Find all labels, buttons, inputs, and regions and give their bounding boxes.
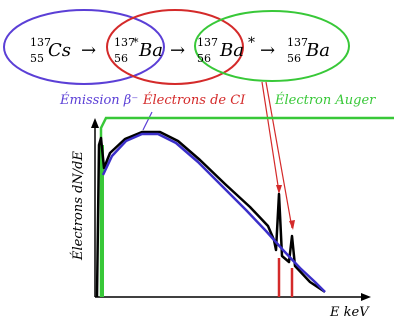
svg-text:56: 56 (114, 52, 128, 65)
svg-text:137: 137 (287, 36, 308, 49)
svg-text:56: 56 (287, 52, 301, 65)
y-axis-arrowhead (91, 118, 99, 128)
svg-text:Ba: Ba (219, 40, 244, 61)
svg-text:137: 137 (30, 36, 51, 49)
beta-ellipse (3, 9, 165, 85)
ce-ellipse (106, 9, 244, 85)
ce-pointer-line-1 (261, 81, 280, 193)
svg-text:56: 56 (197, 52, 211, 65)
svg-text:55: 55 (30, 52, 44, 65)
svg-text:137: 137 (197, 36, 218, 49)
decay-arrow-3: → (260, 40, 275, 61)
beta-label: Émission β⁻ (59, 92, 138, 108)
x-axis-label: E keV (329, 305, 370, 320)
ce-pointer-arrowhead-1 (276, 185, 282, 194)
ce-label: Électrons de CI (142, 92, 246, 108)
auger-ellipse (194, 10, 350, 82)
x-axis-arrowhead (361, 293, 371, 301)
total-spectrum-curve (95, 130, 326, 298)
beta-spectrum-curve (101, 132, 326, 293)
nuclide-ba137-excited-1: 137 * 56 Ba (114, 36, 163, 65)
svg-text:Cs: Cs (48, 40, 71, 61)
svg-text:137: 137 (114, 36, 135, 49)
ce-pointer-line-2 (265, 81, 293, 229)
svg-text:Ba: Ba (305, 40, 330, 61)
svg-text:*: * (248, 35, 255, 51)
auger-line (99, 116, 394, 297)
y-axis-label: Électrons dN/dE (70, 151, 86, 261)
beta-pointer-line (142, 111, 153, 131)
svg-text:*: * (133, 36, 139, 49)
decay-arrow-2: → (170, 40, 185, 61)
auger-label: Électron Auger (274, 92, 376, 108)
nuclide-ba137: 137 56 Ba (287, 36, 330, 65)
ce-pointer-arrowhead-2 (289, 220, 295, 230)
nuclide-ba137-excited-2: 137 56 Ba * (197, 35, 255, 65)
nuclide-cs137: 137 55 Cs (30, 36, 71, 65)
svg-text:Ba: Ba (138, 40, 163, 61)
decay-arrow-1: → (81, 40, 96, 61)
